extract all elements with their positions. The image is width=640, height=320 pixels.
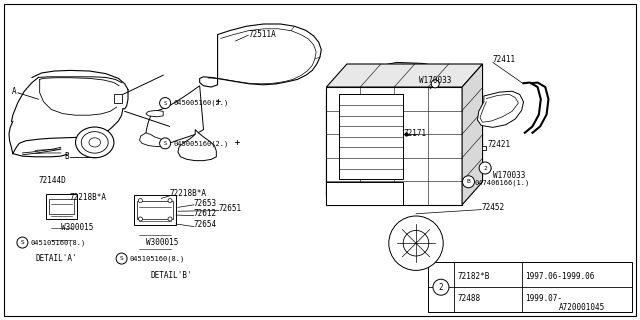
Text: 72612: 72612 [194,209,217,218]
Bar [114,94,122,103]
Polygon shape [146,86,204,143]
Text: DETAIL'B': DETAIL'B' [150,271,192,280]
Text: 045105160(8.): 045105160(8.) [130,255,185,262]
Text: 72511A: 72511A [248,30,276,39]
Bar [138,201,173,219]
Text: 72182*B: 72182*B [458,272,490,281]
Text: 045105160(8.): 045105160(8.) [31,239,86,246]
Text: 72421: 72421 [488,140,511,149]
Text: W300015: W300015 [146,238,179,247]
Bar [49,199,74,214]
Ellipse shape [138,217,143,221]
Text: B: B [64,152,68,161]
Circle shape [17,237,28,248]
Circle shape [431,80,439,88]
Circle shape [463,176,474,188]
Polygon shape [140,133,168,147]
Text: S: S [120,256,124,261]
Polygon shape [477,91,524,127]
Ellipse shape [389,216,444,270]
Text: 047406166(1.): 047406166(1.) [475,179,530,186]
Polygon shape [326,87,462,205]
Circle shape [159,98,171,108]
Text: 72218B*A: 72218B*A [69,193,106,202]
Bar [46,194,77,219]
Circle shape [433,279,449,295]
Text: W300015: W300015 [61,223,93,232]
Text: W170033: W170033 [419,76,452,85]
Polygon shape [462,64,483,205]
Polygon shape [339,94,403,179]
Bar [134,195,176,225]
Text: A720001045: A720001045 [559,303,605,312]
Polygon shape [146,110,163,117]
Circle shape [159,138,171,149]
Text: 2: 2 [483,165,487,171]
Text: 72653: 72653 [194,199,217,208]
Circle shape [116,253,127,264]
Text: 72218B*A: 72218B*A [170,189,207,198]
Text: 72452: 72452 [481,203,504,212]
Text: DETAIL'A': DETAIL'A' [35,254,77,263]
Polygon shape [326,64,483,87]
Ellipse shape [168,217,172,221]
Bar [428,262,632,312]
Text: 1999.07-: 1999.07- [525,294,563,303]
Polygon shape [326,182,403,205]
Ellipse shape [138,198,143,203]
Polygon shape [524,83,548,133]
Ellipse shape [168,198,172,203]
Polygon shape [200,24,321,87]
Text: W170033: W170033 [493,171,525,180]
Polygon shape [178,130,216,161]
Text: 72488: 72488 [458,294,481,303]
Text: 045005160(2.): 045005160(2.) [173,140,228,147]
Text: 2: 2 [438,283,444,292]
Ellipse shape [81,132,108,153]
Text: 72171: 72171 [403,129,426,138]
Text: 72654: 72654 [194,220,217,229]
Text: S: S [163,141,167,146]
Text: S: S [163,100,167,106]
Ellipse shape [89,138,100,147]
Polygon shape [326,75,461,205]
Polygon shape [333,62,461,93]
Text: 72144D: 72144D [38,176,66,185]
Text: A: A [12,87,16,96]
Polygon shape [454,75,461,202]
Ellipse shape [76,127,114,158]
Text: 045005160(2.): 045005160(2.) [173,100,228,106]
Text: B: B [467,179,470,184]
Text: 1997.06-1999.06: 1997.06-1999.06 [525,272,595,281]
Text: S: S [20,240,24,245]
Ellipse shape [403,230,429,256]
Circle shape [479,162,491,174]
Text: 72411: 72411 [493,55,516,64]
Text: 72651: 72651 [219,204,242,213]
